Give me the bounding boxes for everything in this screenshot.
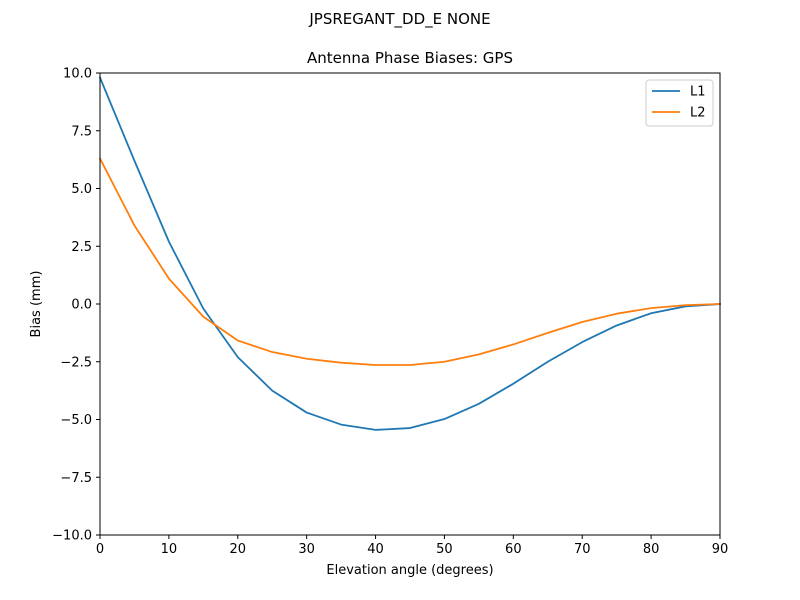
y-tick-label: −7.5	[60, 471, 92, 486]
y-tick-label: 2.5	[71, 240, 92, 255]
x-tick-label: 70	[574, 542, 591, 557]
x-tick-label: 80	[643, 542, 660, 557]
series-group	[98, 76, 721, 431]
y-axis: 10.0 7.5 5.0 2.5 0.0 −2.5 −5.0 −7.5 −10.0	[52, 67, 100, 544]
y-tick-label: 0.0	[71, 298, 92, 313]
x-tick-label: 90	[712, 542, 729, 557]
series-line-l2	[98, 157, 721, 366]
x-tick-label: 20	[230, 542, 247, 557]
x-axis-label: Elevation angle (degrees)	[326, 563, 493, 578]
series-line-l1	[98, 76, 721, 431]
legend-label-l2: L2	[690, 106, 706, 121]
x-tick-label: 30	[298, 542, 315, 557]
chart-suptitle: JPSREGANT_DD_E NONE	[308, 10, 490, 29]
x-tick-label: 40	[367, 542, 384, 557]
x-tick-label: 0	[96, 542, 104, 557]
y-tick-label: −2.5	[60, 355, 92, 370]
y-tick-label: 7.5	[71, 124, 92, 139]
y-tick-label: −10.0	[52, 529, 92, 544]
y-tick-label: 10.0	[63, 67, 92, 82]
x-tick-label: 10	[161, 542, 178, 557]
x-axis: 0 10 20 30 40 50 60 70 80 90	[96, 535, 728, 557]
y-axis-label: Bias (mm)	[29, 271, 44, 338]
x-tick-label: 50	[436, 542, 453, 557]
chart-title: Antenna Phase Biases: GPS	[307, 49, 513, 67]
y-tick-label: −5.0	[60, 413, 92, 428]
x-tick-label: 60	[505, 542, 522, 557]
y-tick-label: 5.0	[71, 182, 92, 197]
legend-label-l1: L1	[690, 85, 706, 100]
